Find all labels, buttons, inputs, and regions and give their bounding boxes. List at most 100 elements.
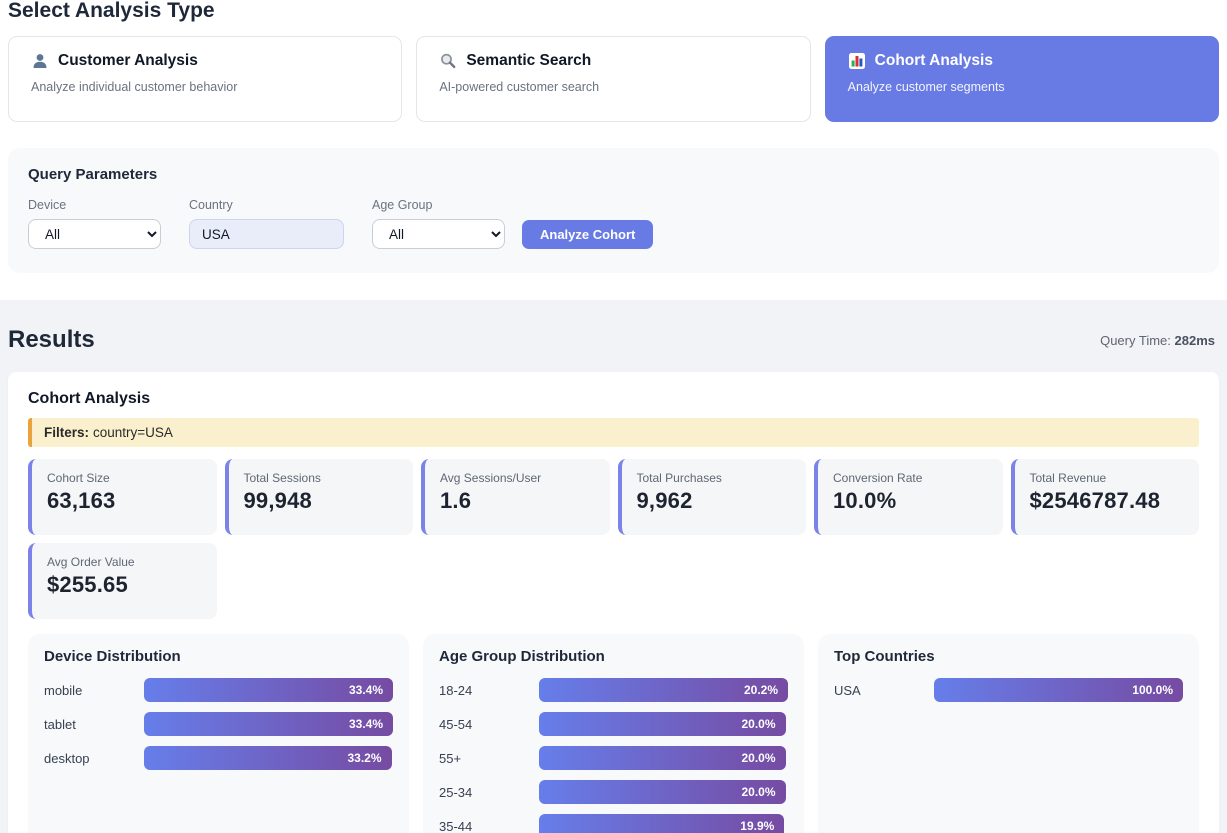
analysis-card-description: Analyze individual customer behavior — [31, 80, 238, 95]
chart-title: Top Countries — [834, 648, 935, 666]
analysis-card-title: Semantic Search — [466, 52, 592, 70]
age-group-select[interactable]: All — [372, 219, 505, 250]
chart-bar-track: 19.9% — [539, 814, 788, 833]
chart-bar-row: USA 100.0% — [834, 678, 1183, 703]
country-input[interactable] — [189, 219, 344, 250]
chart-bar-row: 35-44 19.9% — [439, 814, 788, 833]
filters-value: country=USA — [93, 425, 173, 441]
metric-value: 99,948 — [243, 488, 312, 514]
query-time-label: Query Time: — [1100, 332, 1171, 348]
chart-bar: 33.2% — [144, 746, 392, 771]
chart-bar-row: 25-34 20.0% — [439, 780, 788, 805]
chart-bar: 20.2% — [539, 678, 788, 703]
metric-label: Cohort Size — [47, 471, 110, 486]
cohort-analysis-card: Cohort Analysis Filters: country=USA Coho… — [8, 372, 1219, 833]
chart-bar-track: 33.4% — [144, 678, 393, 703]
chart-bar-row: 18-24 20.2% — [439, 678, 788, 703]
metric-label: Avg Order Value — [47, 555, 135, 570]
metric-value: $255.65 — [47, 572, 128, 598]
query-time: Query Time: 282ms — [1100, 333, 1215, 348]
chart-bar: 33.4% — [144, 678, 393, 703]
age-group-label: Age Group — [372, 198, 433, 213]
analysis-card-title: Cohort Analysis — [874, 52, 993, 70]
chart-bar: 20.0% — [539, 780, 786, 805]
chart-bar: 20.0% — [539, 712, 786, 737]
metric-label: Avg Sessions/User — [440, 471, 542, 486]
metric-card: Cohort Size 63,163 — [28, 459, 217, 536]
chart-bar-label: USA — [834, 682, 861, 698]
device-label: Device — [28, 198, 67, 213]
chart-bar-row: desktop 33.2% — [44, 746, 393, 771]
chart-bar: 20.0% — [539, 746, 786, 771]
bar-chart-icon — [848, 52, 866, 70]
chart-bar-track: 33.2% — [144, 746, 393, 771]
chart-bar-track: 20.0% — [539, 746, 788, 771]
chart-bar-label: mobile — [44, 682, 83, 698]
metric-card: Total Revenue $2546787.48 — [1010, 459, 1199, 536]
analysis-card-title: Customer Analysis — [58, 52, 198, 70]
charts-row: Device Distribution mobile 33.4% tablet 33.4… — [28, 634, 1199, 833]
chart-bar-label: 25-34 — [439, 784, 473, 800]
analysis-card-description: Analyze customer segments — [847, 80, 1005, 95]
metric-label: Total Purchases — [636, 471, 722, 486]
results-title: Results — [8, 326, 95, 354]
analysis-card-description: AI-powered customer search — [439, 80, 600, 95]
chart-title: Age Group Distribution — [439, 648, 605, 666]
page-title: Select Analysis Type — [8, 0, 215, 22]
metric-value: 9,962 — [636, 488, 693, 514]
age-group-field-group: Age Group All — [372, 198, 505, 250]
analysis-type-section: Select Analysis Type Customer Analysis A… — [0, 0, 1227, 274]
chart-bar-label: 45-54 — [439, 716, 473, 732]
metrics-grid: Cohort Size 63,163 Total Sessions 99,948 Avg… — [28, 459, 1199, 620]
chart-bar-label: 18-24 — [439, 682, 473, 698]
chart-bar: 100.0% — [934, 678, 1183, 703]
chart-bar: 19.9% — [539, 814, 785, 833]
person-icon — [31, 52, 49, 70]
metric-value: $2546787.48 — [1029, 488, 1161, 514]
filters-label: Filters: — [44, 425, 90, 441]
analysis-type-cards: Customer Analysis Analyze individual cus… — [8, 36, 1219, 123]
chart-bar-label: desktop — [44, 750, 90, 766]
chart-bar-track: 20.2% — [539, 678, 788, 703]
chart-bar: 33.4% — [144, 712, 393, 737]
cohort-analysis-title: Cohort Analysis — [28, 390, 151, 408]
chart-title: Device Distribution — [44, 648, 181, 666]
metric-card: Avg Order Value $255.65 — [28, 543, 217, 620]
chart-bar-track: 33.4% — [144, 712, 393, 737]
country-field-group: Country — [189, 198, 344, 250]
analysis-card-customer[interactable]: Customer Analysis Analyze individual cus… — [8, 36, 403, 123]
analysis-card-cohort[interactable]: Cohort Analysis Analyze customer segment… — [824, 36, 1219, 123]
chart-bar-row: tablet 33.4% — [44, 712, 393, 737]
chart-panel: Top Countries USA 100.0% — [818, 634, 1199, 833]
query-time-value: 282ms — [1174, 332, 1215, 348]
metric-card: Total Purchases 9,962 — [617, 459, 806, 536]
metric-card: Total Sessions 99,948 — [224, 459, 413, 536]
chart-bar-row: 45-54 20.0% — [439, 712, 788, 737]
metric-value: 1.6 — [440, 488, 472, 514]
search-icon — [439, 52, 457, 70]
analysis-card-semantic-search[interactable]: Semantic Search AI-powered customer sear… — [416, 36, 811, 123]
device-select[interactable]: All — [28, 219, 161, 250]
chart-bar-track: 20.0% — [539, 780, 788, 805]
chart-bar-track: 100.0% — [934, 678, 1183, 703]
metric-value: 10.0% — [833, 488, 897, 514]
analyze-cohort-button[interactable]: Analyze Cohort — [522, 220, 654, 250]
query-parameters-title: Query Parameters — [28, 166, 158, 184]
metric-card: Avg Sessions/User 1.6 — [421, 459, 610, 536]
chart-bar-row: 55+ 20.0% — [439, 746, 788, 771]
chart-bar-track: 20.0% — [539, 712, 788, 737]
query-parameters-panel: Query Parameters Device All Country Age … — [8, 148, 1219, 274]
chart-panel: Age Group Distribution 18-24 20.2% 45-54 20.… — [423, 634, 804, 833]
chart-bar-label: 35-44 — [439, 818, 473, 833]
device-field-group: Device All — [28, 198, 161, 250]
chart-bar-row: mobile 33.4% — [44, 678, 393, 703]
chart-panel: Device Distribution mobile 33.4% tablet 33.4… — [28, 634, 409, 833]
metric-card: Conversion Rate 10.0% — [814, 459, 1003, 536]
metric-label: Total Revenue — [1029, 471, 1107, 486]
filters-bar: Filters: country=USA — [28, 418, 1199, 448]
country-label: Country — [189, 198, 233, 213]
chart-bar-label: tablet — [44, 716, 76, 732]
results-section: Results Query Time: 282ms Cohort Analysi… — [0, 300, 1227, 833]
metric-value: 63,163 — [47, 488, 116, 514]
metric-label: Conversion Rate — [833, 471, 923, 486]
